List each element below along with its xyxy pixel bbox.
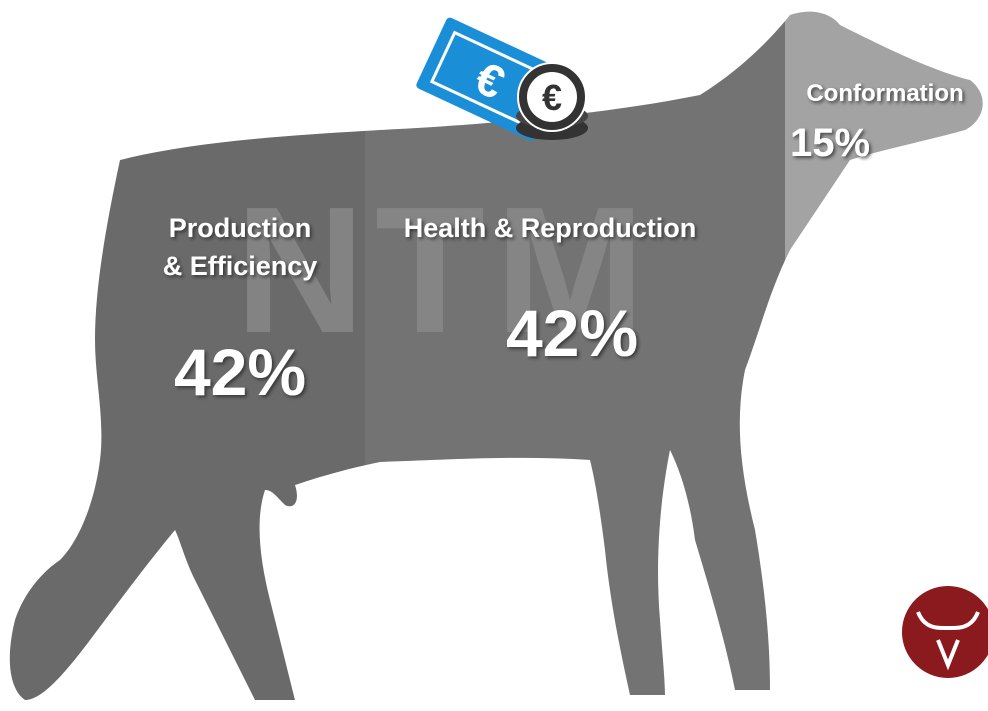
section-label: Health & Reproduction [404, 213, 697, 243]
section-label: Conformation [806, 80, 963, 107]
section-label: Production [169, 213, 312, 243]
section-share: 15% [790, 121, 870, 165]
page: {"watermark": "NTM", "sections": [ {"lab… [0, 0, 988, 711]
euro-icon: € € [415, 16, 588, 142]
section-share: 42% [174, 335, 306, 409]
infographic: NTM € € Production & Efficiency 42% Heal… [0, 0, 988, 711]
svg-text:€: € [542, 77, 562, 118]
section-label: & Efficiency [163, 251, 318, 281]
logo [902, 586, 988, 678]
section-share: 42% [506, 296, 638, 370]
